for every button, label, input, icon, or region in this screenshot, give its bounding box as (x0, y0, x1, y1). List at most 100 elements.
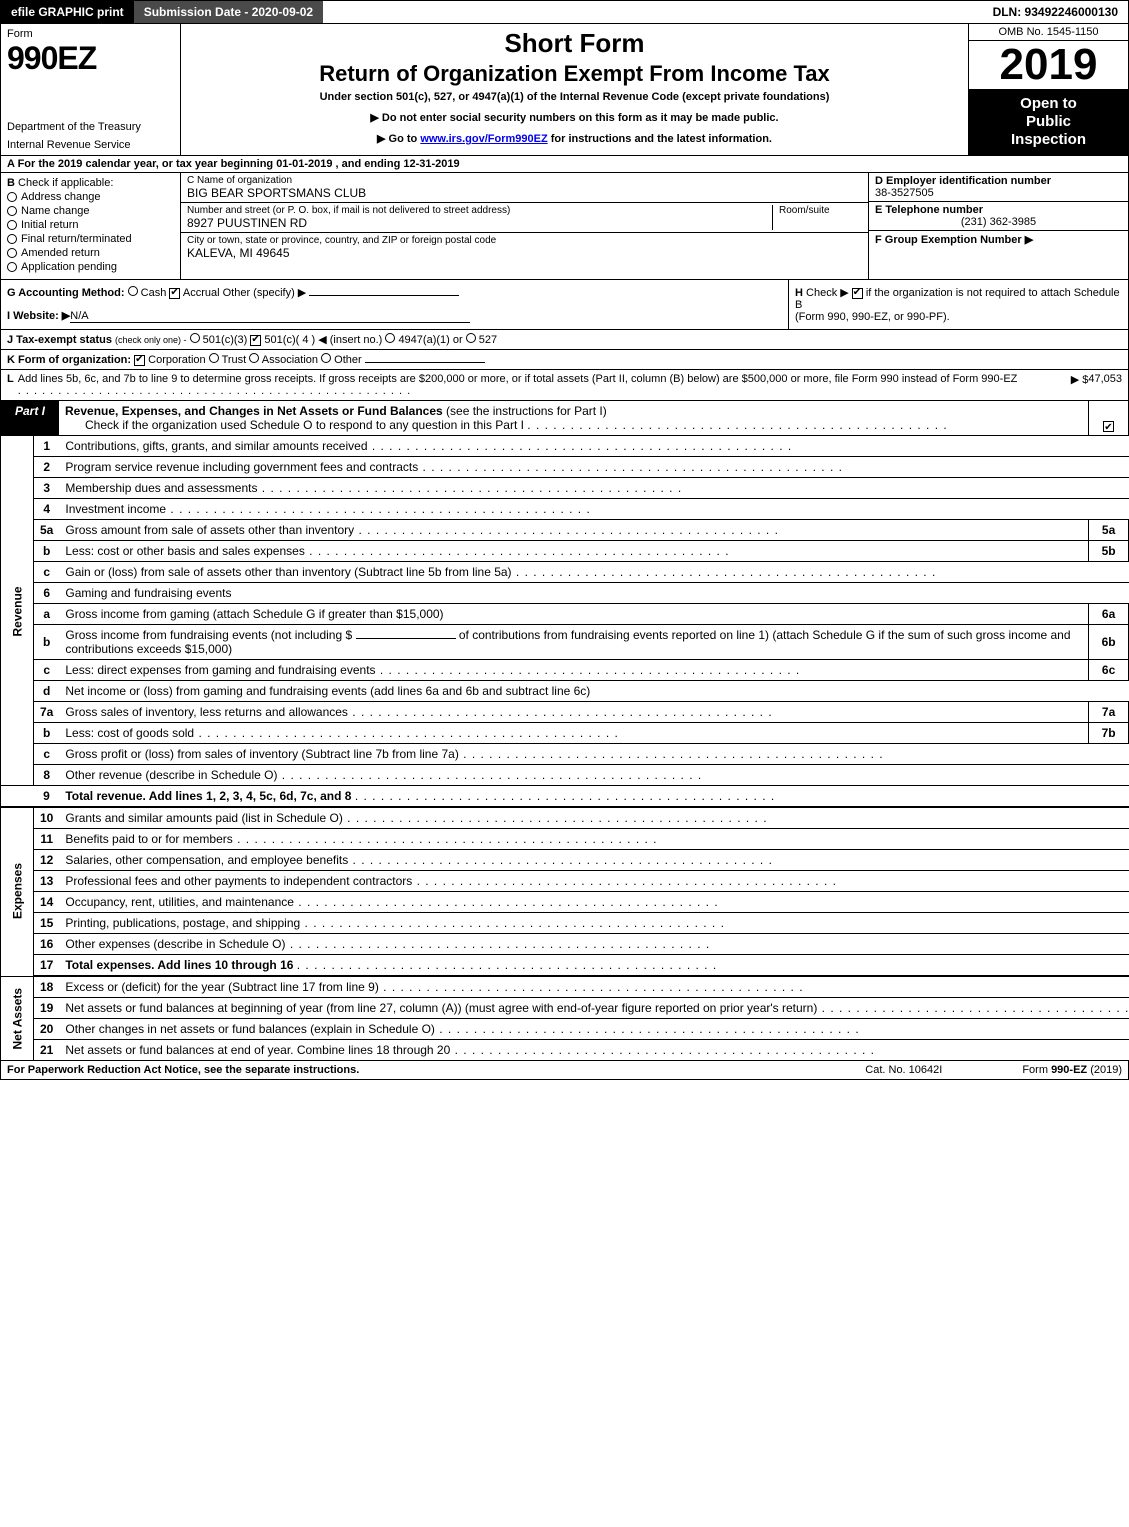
circle-icon[interactable] (249, 353, 259, 363)
check-address-change[interactable]: Address change (7, 191, 174, 203)
check-name-change[interactable]: Name change (7, 205, 174, 217)
circle-icon (7, 220, 17, 230)
dln-label: DLN: 93492246000130 (983, 1, 1128, 23)
inspection-line2: Public (1026, 113, 1071, 130)
l6b-d1: Gross income from fundraising events (no… (65, 628, 352, 642)
inspection-line3: Inspection (1011, 131, 1086, 148)
e-label: E Telephone number (875, 204, 1122, 216)
line-desc: Gross sales of inventory, less returns a… (59, 702, 1088, 723)
circle-icon[interactable] (190, 333, 200, 343)
open-to-public-inspection: Open to Public Inspection (969, 89, 1128, 155)
col-c: C Name of organization BIG BEAR SPORTSMA… (181, 173, 868, 279)
header-left: Form 990EZ Department of the Treasury In… (1, 24, 181, 155)
l-value: 47,053 (1088, 373, 1122, 397)
table-row: 14 Occupancy, rent, utilities, and maint… (1, 892, 1129, 913)
l9-desc: Total revenue. Add lines 1, 2, 3, 4, 5c,… (65, 789, 351, 803)
k-assoc: Association (262, 354, 318, 366)
circle-icon[interactable] (385, 333, 395, 343)
checkbox-corp[interactable] (134, 355, 145, 366)
table-row: 9 Total revenue. Add lines 1, 2, 3, 4, 5… (1, 786, 1129, 808)
note-goto: ▶ Go to www.irs.gov/Form990EZ for instru… (187, 132, 962, 145)
circle-icon[interactable] (209, 353, 219, 363)
table-row: b Gross income from fundraising events (… (1, 625, 1129, 660)
note-ssn: ▶ Do not enter social security numbers o… (187, 111, 962, 124)
form-number: 990EZ (7, 40, 174, 77)
table-row: 16 Other expenses (describe in Schedule … (1, 934, 1129, 955)
row-l: L Add lines 5b, 6c, and 7b to line 9 to … (0, 370, 1129, 401)
j-527: 527 (479, 334, 497, 346)
table-row: c Gain or (loss) from sale of assets oth… (1, 562, 1129, 583)
line-subnum: 6a (1089, 604, 1129, 625)
line-num: 4 (34, 499, 60, 520)
checkbox-501c[interactable] (250, 335, 261, 346)
form-word: Form (7, 28, 174, 40)
cell-city: City or town, state or province, country… (181, 233, 868, 262)
table-row: 2 Program service revenue including gove… (1, 457, 1129, 478)
checkbox-accrual[interactable] (169, 288, 180, 299)
circle-icon[interactable] (321, 353, 331, 363)
check-label: Final return/terminated (21, 233, 132, 245)
check-final-return[interactable]: Final return/terminated (7, 233, 174, 245)
line-desc: Less: cost of goods sold (59, 723, 1088, 744)
submission-date-button[interactable]: Submission Date - 2020-09-02 (134, 1, 323, 23)
circle-icon (7, 262, 17, 272)
city-label: City or town, state or province, country… (187, 235, 862, 246)
k-other: Other (334, 354, 362, 366)
dept-treasury: Department of the Treasury (7, 121, 174, 133)
circle-icon[interactable] (466, 333, 476, 343)
note-goto-post: for instructions and the latest informat… (548, 133, 772, 145)
checkbox-schedule-o[interactable] (1103, 421, 1114, 432)
street-value: 8927 PUUSTINEN RD (187, 216, 772, 230)
line-desc: Gross profit or (loss) from sales of inv… (59, 744, 1129, 765)
line-desc: Gross amount from sale of assets other t… (59, 520, 1088, 541)
checkbox-schedule-b[interactable] (852, 288, 863, 299)
col-g: G Accounting Method: Cash Accrual Other … (1, 280, 788, 329)
b-label: B (7, 177, 15, 189)
k-label: K Form of organization: (7, 354, 131, 366)
line-num: d (34, 681, 60, 702)
check-app-pending[interactable]: Application pending (7, 261, 174, 273)
topbar-spacer (323, 1, 982, 23)
table-row: Net Assets 18 Excess or (deficit) for th… (1, 976, 1129, 998)
part1-title-hint: (see the instructions for Part I) (446, 404, 607, 418)
k-other-input[interactable] (365, 362, 485, 363)
circle-icon[interactable] (128, 286, 138, 296)
check-initial-return[interactable]: Initial return (7, 219, 174, 231)
line-num: 7a (34, 702, 60, 723)
efile-print-button[interactable]: efile GRAPHIC print (1, 1, 134, 23)
line-desc: Investment income (59, 499, 1129, 520)
l-label: L (7, 373, 14, 397)
line-desc: Other expenses (describe in Schedule O) (59, 934, 1129, 955)
table-row: 6 Gaming and fundraising events (1, 583, 1129, 604)
omb-number: OMB No. 1545-1150 (969, 24, 1128, 41)
line-desc: Program service revenue including govern… (59, 457, 1129, 478)
vlabel-netassets: Net Assets (1, 976, 34, 1061)
line-num: 3 (34, 478, 60, 499)
l-text: Add lines 5b, 6c, and 7b to line 9 to de… (18, 373, 1071, 397)
line-desc: Less: cost or other basis and sales expe… (59, 541, 1088, 562)
table-row: 11 Benefits paid to or for members 11 (1, 829, 1129, 850)
line-subnum: 6c (1089, 660, 1129, 681)
l6b-amount-input[interactable] (356, 638, 456, 639)
check-label: Address change (21, 191, 101, 203)
line-num: 6 (34, 583, 60, 604)
g-other-input[interactable] (309, 295, 459, 296)
part1-check-cell (1088, 401, 1128, 435)
j-501c: 501(c)( 4 ) ◀ (insert no.) (264, 334, 382, 346)
line-desc: Gaming and fundraising events (59, 583, 1129, 604)
dots (527, 418, 947, 432)
line-num: 21 (34, 1040, 60, 1061)
line-num: 13 (34, 871, 60, 892)
irs-link[interactable]: www.irs.gov/Form990EZ (420, 133, 547, 145)
line-desc: Occupancy, rent, utilities, and maintena… (59, 892, 1129, 913)
j-label: J Tax-exempt status (7, 334, 112, 346)
short-form-title: Short Form (187, 28, 962, 59)
line-num: 8 (34, 765, 60, 786)
line-desc: Other changes in net assets or fund bala… (59, 1019, 1129, 1040)
line-desc: Professional fees and other payments to … (59, 871, 1129, 892)
line-num: 17 (34, 955, 60, 977)
check-amended[interactable]: Amended return (7, 247, 174, 259)
line-desc: Gross income from fundraising events (no… (59, 625, 1088, 660)
part1-title: Revenue, Expenses, and Changes in Net As… (65, 404, 443, 418)
d-value: 38-3527505 (875, 187, 1122, 199)
